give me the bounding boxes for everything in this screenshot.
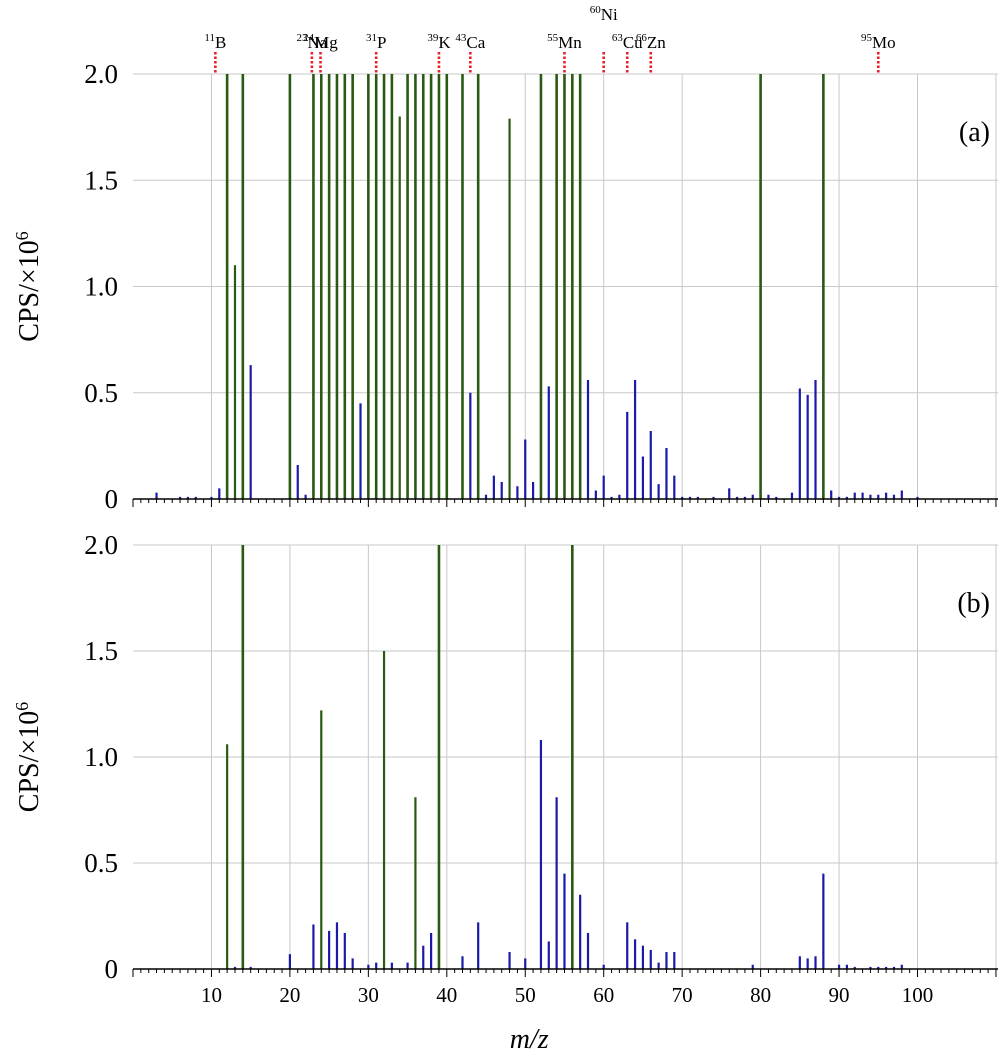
y-tick-label: 1.0	[84, 272, 118, 302]
element-label-p: 31P	[366, 32, 386, 52]
y-axis-label-exponent: 6	[12, 231, 32, 240]
element-symbol: Mn	[558, 33, 582, 52]
x-tick-label: 100	[902, 983, 934, 1007]
element-label-zn: 66Zn	[636, 32, 666, 52]
chart-panel-b: 0 0.5 1.0 1.5 2.0 CPS/×106 (b) 10 20 30 40 50 60 70 80…	[12, 530, 998, 1055]
element-mass-number: 43	[455, 32, 467, 44]
y-tick-label: 1.5	[84, 636, 118, 666]
element-symbol: Mg	[314, 33, 338, 52]
y-tick-label: 1.5	[84, 165, 118, 195]
element-label-mn: 55Mn	[547, 32, 582, 52]
element-mass-number: 95	[861, 32, 873, 44]
y-tick-label: 0	[105, 484, 119, 514]
x-tick-label: 20	[279, 983, 300, 1007]
element-label-ca: 43Ca	[455, 32, 485, 52]
element-mass-number: 55	[547, 32, 559, 44]
y-axis-label: CPS/×106	[12, 702, 45, 812]
x-tick-label: 70	[672, 983, 693, 1007]
y-axis-label-exponent: 6	[12, 702, 32, 711]
element-symbol: Mo	[872, 33, 896, 52]
element-symbol: P	[377, 33, 386, 52]
y-tick-label: 0.5	[84, 378, 118, 408]
element-symbol: Ca	[466, 33, 485, 52]
y-tick-label: 2.0	[84, 530, 118, 560]
x-axis-label: m/z	[510, 1024, 549, 1055]
x-tick-label: 60	[593, 983, 614, 1007]
y-tick-label: 0.5	[84, 848, 118, 878]
panel-label: (b)	[957, 588, 990, 619]
x-tick-label: 40	[436, 983, 457, 1007]
element-mass-number: 60	[590, 4, 602, 16]
element-mass-number: 31	[366, 32, 377, 44]
x-tick-label: 30	[358, 983, 379, 1007]
panel-label: (a)	[959, 117, 990, 148]
element-symbol: Cu	[623, 33, 643, 52]
y-tick-label: 2.0	[84, 59, 118, 89]
x-tick-label: 50	[515, 983, 536, 1007]
x-tick-label: 80	[750, 983, 771, 1007]
x-tick-label: 10	[201, 983, 222, 1007]
element-label-ni: 60Ni	[590, 4, 618, 24]
element-mass-number: 63	[612, 32, 624, 44]
y-tick-label: 0	[105, 954, 119, 984]
element-mass-number: 24	[303, 32, 315, 44]
x-tick-label: 90	[829, 983, 850, 1007]
y-tick-label: 1.0	[84, 742, 118, 772]
element-label-b: 11B	[204, 32, 226, 52]
y-axis-label: CPS/×106	[12, 231, 45, 341]
element-symbol: Na	[307, 33, 327, 52]
element-symbol: Zn	[647, 33, 666, 52]
element-label-cu: 63Cu	[612, 32, 643, 52]
element-symbol: Ni	[601, 5, 618, 24]
element-mass-number: 66	[636, 32, 648, 44]
element-mass-number: 11	[204, 32, 215, 44]
element-symbol: K	[438, 33, 451, 52]
element-symbol: B	[215, 33, 226, 52]
element-label-mg: 24Mg	[303, 32, 338, 52]
element-label-mo: 95Mo	[861, 32, 896, 52]
element-label-k: 39K	[427, 32, 451, 52]
element-mass-number: 39	[427, 32, 439, 44]
element-label-na: 23Na	[296, 32, 327, 52]
element-mass-number: 23	[296, 32, 308, 44]
